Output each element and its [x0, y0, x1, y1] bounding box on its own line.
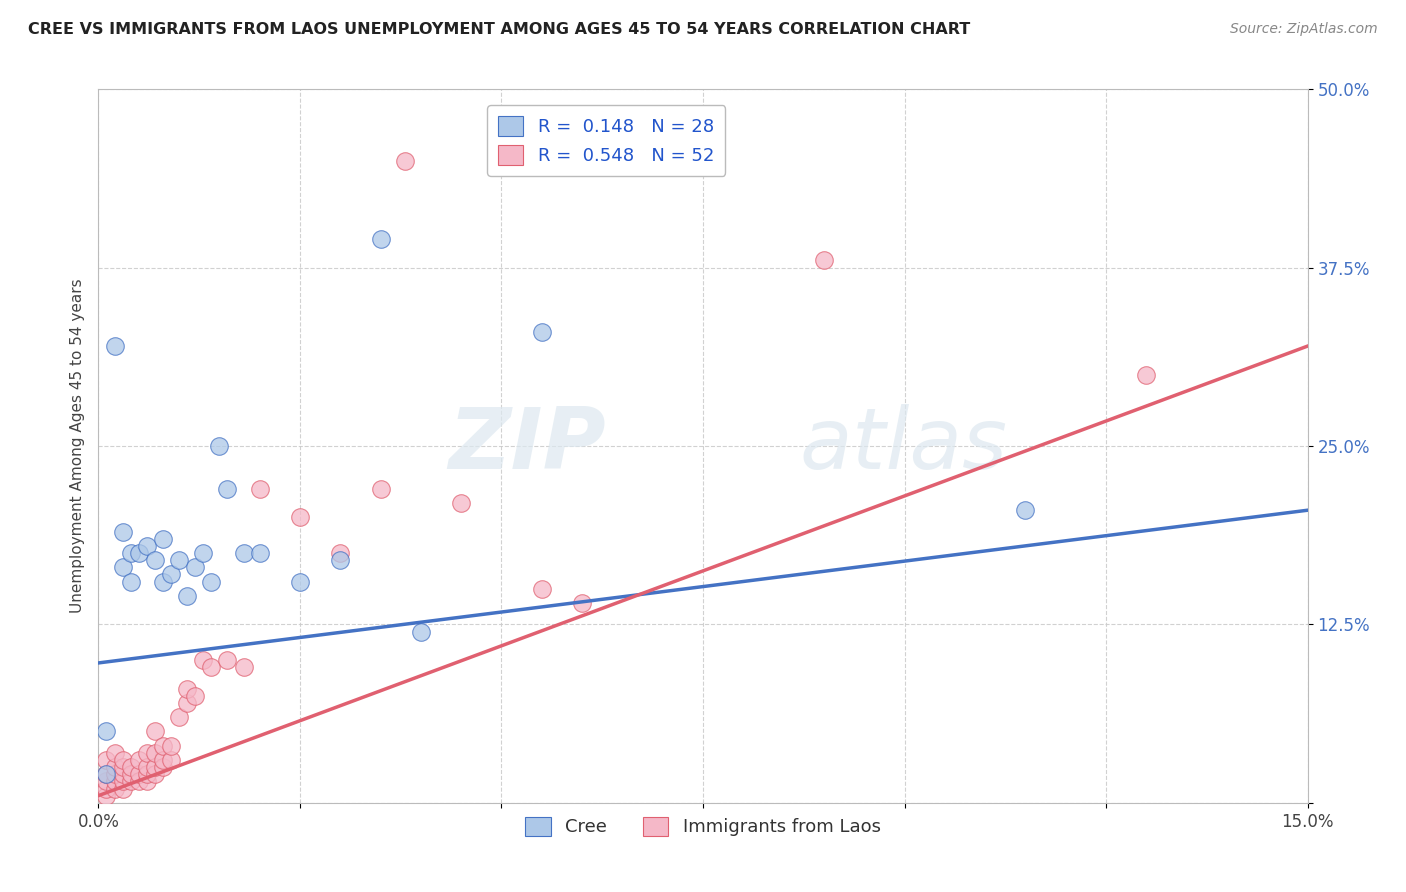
Point: [370, 482, 392, 496]
Legend: Cree, Immigrants from Laos: Cree, Immigrants from Laos: [515, 805, 891, 847]
Text: ZIP: ZIP: [449, 404, 606, 488]
Point: [143, 767, 166, 781]
Point: [184, 560, 207, 574]
Point: [103, 781, 125, 796]
Point: [571, 596, 593, 610]
Point: [96, 789, 118, 803]
Point: [120, 760, 142, 774]
Point: [111, 781, 134, 796]
Point: [128, 767, 150, 781]
Point: [103, 774, 125, 789]
Point: [208, 439, 231, 453]
Point: [143, 724, 166, 739]
Point: [111, 767, 134, 781]
Point: [176, 589, 198, 603]
Point: [370, 232, 392, 246]
Point: [160, 753, 183, 767]
Point: [120, 767, 142, 781]
Point: [160, 739, 183, 753]
Point: [193, 546, 215, 560]
Point: [135, 774, 157, 789]
Point: [152, 753, 174, 767]
Point: [530, 325, 553, 339]
Point: [96, 767, 118, 781]
Text: atlas: atlas: [800, 404, 1008, 488]
Point: [143, 746, 166, 760]
Point: [193, 653, 215, 667]
Point: [96, 753, 118, 767]
Point: [217, 482, 239, 496]
Point: [128, 546, 150, 560]
Point: [176, 696, 198, 710]
Point: [120, 574, 142, 589]
Point: [394, 153, 416, 168]
Point: [103, 767, 125, 781]
Point: [135, 539, 157, 553]
Point: [135, 746, 157, 760]
Point: [120, 774, 142, 789]
Point: [135, 767, 157, 781]
Point: [288, 574, 311, 589]
Point: [103, 746, 125, 760]
Point: [232, 660, 254, 674]
Point: [249, 546, 271, 560]
Point: [813, 253, 835, 268]
Point: [111, 524, 134, 539]
Point: [329, 553, 352, 567]
Point: [176, 681, 198, 696]
Point: [111, 774, 134, 789]
Point: [184, 689, 207, 703]
Point: [232, 546, 254, 560]
Point: [111, 560, 134, 574]
Point: [103, 760, 125, 774]
Point: [249, 482, 271, 496]
Point: [450, 496, 472, 510]
Text: Source: ZipAtlas.com: Source: ZipAtlas.com: [1230, 22, 1378, 37]
Point: [143, 553, 166, 567]
Point: [128, 753, 150, 767]
Point: [96, 774, 118, 789]
Point: [160, 567, 183, 582]
Point: [96, 767, 118, 781]
Point: [217, 653, 239, 667]
Point: [329, 546, 352, 560]
Point: [530, 582, 553, 596]
Point: [152, 739, 174, 753]
Point: [1135, 368, 1157, 382]
Point: [135, 760, 157, 774]
Point: [1014, 503, 1036, 517]
Text: CREE VS IMMIGRANTS FROM LAOS UNEMPLOYMENT AMONG AGES 45 TO 54 YEARS CORRELATION : CREE VS IMMIGRANTS FROM LAOS UNEMPLOYMEN…: [28, 22, 970, 37]
Point: [200, 660, 222, 674]
Y-axis label: Unemployment Among Ages 45 to 54 years: Unemployment Among Ages 45 to 54 years: [69, 278, 84, 614]
Point: [143, 760, 166, 774]
Point: [152, 760, 174, 774]
Point: [409, 624, 432, 639]
Point: [167, 710, 190, 724]
Point: [152, 532, 174, 546]
Point: [152, 574, 174, 589]
Point: [167, 553, 190, 567]
Point: [288, 510, 311, 524]
Point: [96, 781, 118, 796]
Point: [120, 546, 142, 560]
Point: [200, 574, 222, 589]
Point: [111, 753, 134, 767]
Point: [128, 774, 150, 789]
Point: [103, 339, 125, 353]
Point: [96, 724, 118, 739]
Point: [111, 760, 134, 774]
